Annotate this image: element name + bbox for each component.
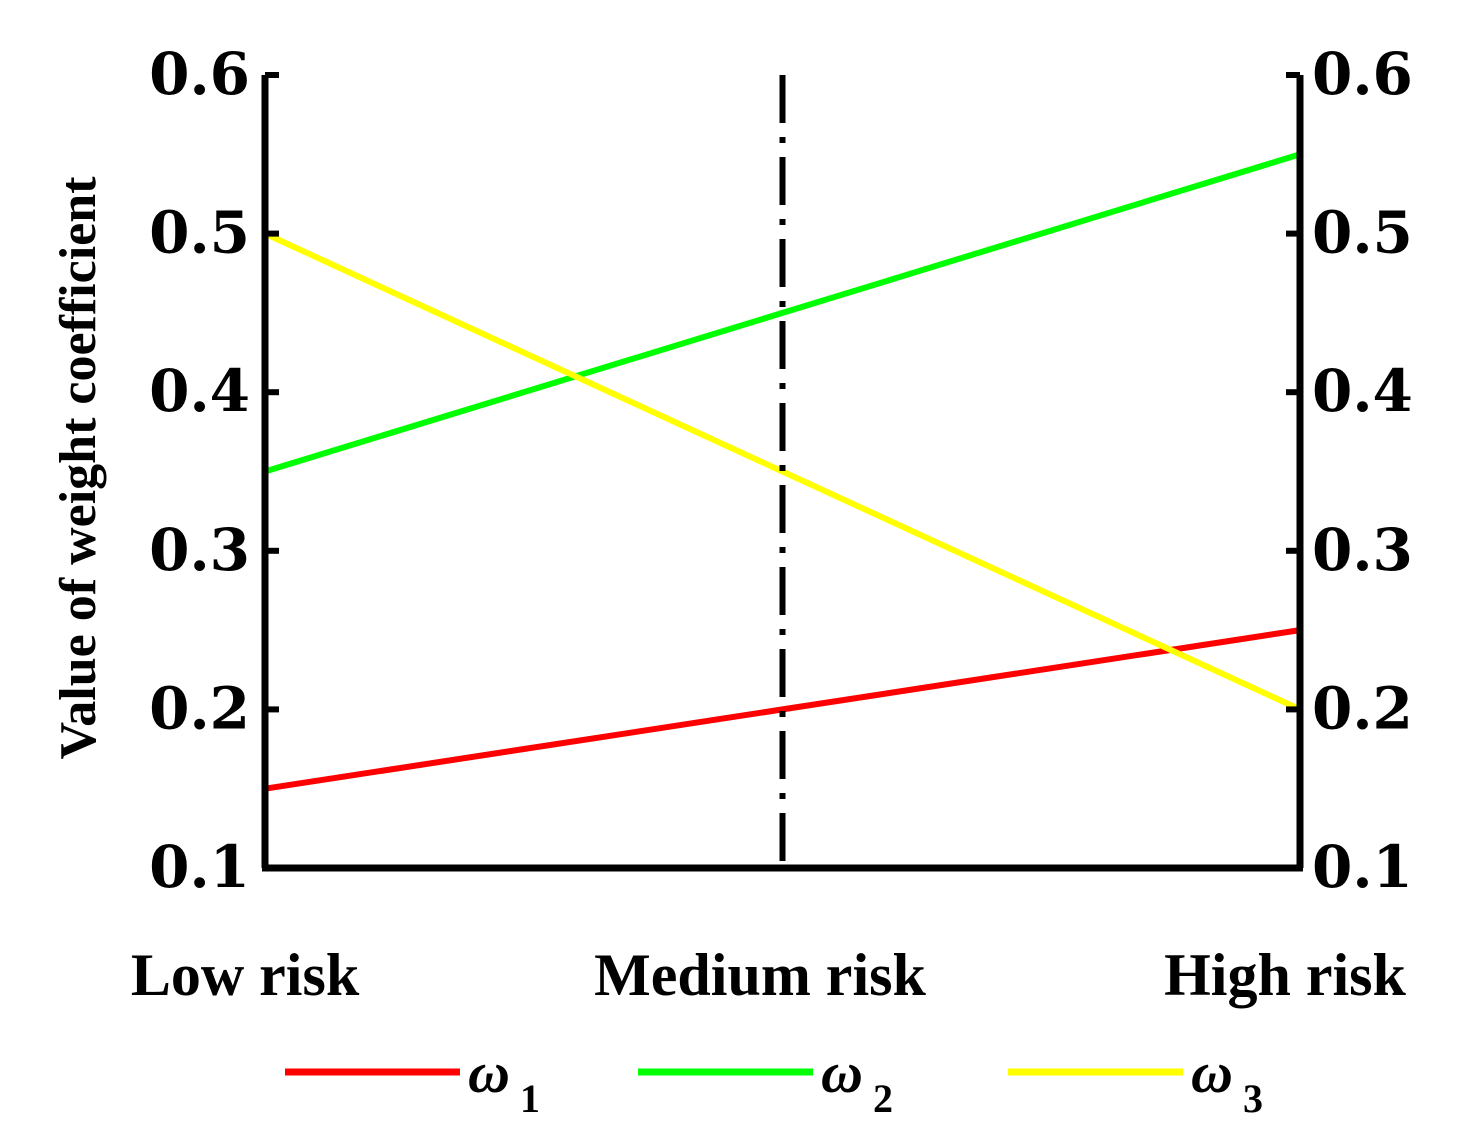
y-tick-label: 0.6: [149, 40, 250, 108]
series-line-3: [263, 230, 1302, 713]
legend-subscript: 2: [873, 1076, 893, 1121]
y2-tick-label: 0.5: [1312, 199, 1413, 267]
y-tick-label: 0.5: [149, 199, 250, 267]
tick-labels: 0.1 0.2 0.3 0.4 0.5 0.6 0.1 0.2 0.3 0.4 0.5 0.6: [149, 40, 1413, 901]
y2-tick-label: 0.2: [1312, 674, 1413, 742]
series-line-1: [264, 627, 1301, 792]
category-label: Medium risk: [594, 942, 926, 1008]
y-tick-label: 0.3: [149, 516, 250, 584]
y2-tick-label: 0.3: [1312, 516, 1413, 584]
legend-subscript: 3: [1243, 1076, 1263, 1121]
y-axis-title: Value of weight coefficient: [50, 176, 107, 760]
y2-tick-label: 0.1: [1312, 833, 1413, 901]
series-lines: [263, 151, 1302, 792]
y2-tick-label: 0.4: [1312, 357, 1413, 425]
legend-label: ω: [821, 1040, 863, 1105]
category-label: Low risk: [131, 942, 360, 1008]
axes: [261, 75, 1304, 872]
category-label: High risk: [1164, 942, 1406, 1008]
legend-label: ω: [1191, 1040, 1233, 1105]
y-tick-label: 0.1: [149, 833, 250, 901]
series-line-2: [264, 151, 1301, 475]
y-tick-label: 0.4: [149, 357, 250, 425]
y-tick-label: 0.2: [149, 674, 250, 742]
category-labels: Low risk Medium risk High risk: [131, 942, 1407, 1008]
legend-subscript: 1: [520, 1076, 540, 1121]
y2-tick-label: 0.6: [1312, 40, 1413, 108]
legend-label: ω: [468, 1040, 510, 1105]
